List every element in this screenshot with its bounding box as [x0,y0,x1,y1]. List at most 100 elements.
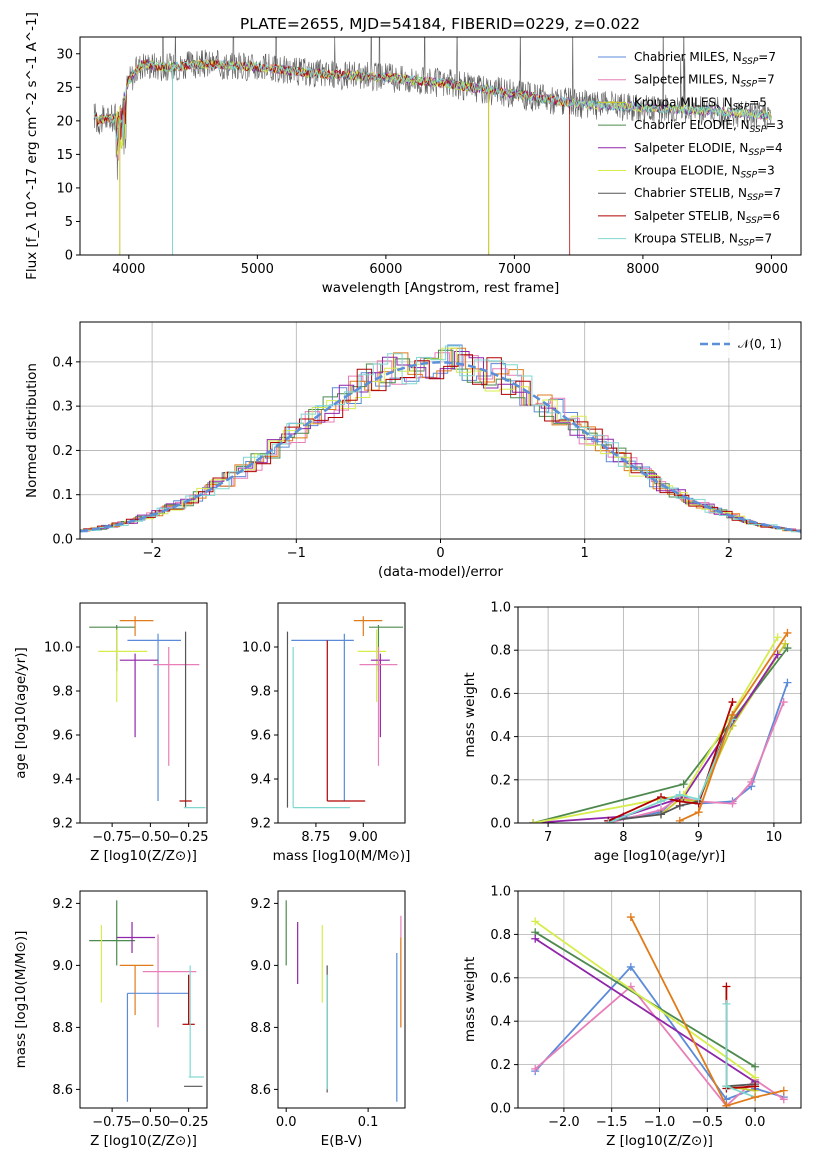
histogram-step [84,345,801,533]
y-tick-label: 9.8 [250,685,271,700]
weight-marker [604,819,613,823]
y-tick-label: 1.0 [490,885,511,900]
y-tick-label: 8.6 [52,1083,73,1098]
x-tick-label: −2.0 [548,1115,580,1130]
weight-marker [657,797,666,806]
legend-label-tail: =5 [749,95,767,109]
legend-label-main: Salpeter MILES, N [634,73,741,87]
legend-label-tail: =4 [765,141,783,155]
y-tick-label: 0 [65,249,73,264]
x-tick-label: −2 [143,546,162,561]
y-tick-label: 10 [56,181,73,196]
legend-label-sub: SSP [748,148,765,158]
weight-marker [531,917,540,926]
legend-label-sub: SSP [733,102,750,112]
weight-marker [751,1093,760,1102]
legend-label-main: Salpeter STELIB, N [634,209,746,223]
y-tick-label: 0.2 [490,773,511,788]
panel-age-vs-mass: 8.75 9.00 9.2 9.4 9.6 9.8 10.0 mass [log10(M/M⊙… [242,602,411,864]
x-tick-label: −1.5 [596,1115,628,1130]
y-tick-label: 9.2 [250,817,271,832]
legend-label: Kroupa STELIB, NSSP=7 [634,232,772,249]
weight-marker [679,780,688,789]
y-tick-label: 0.4 [52,355,73,370]
legend-label: 𝒩(0, 1) [738,337,782,351]
y-tick-label: 30 [56,47,73,62]
x-tick-label: 2 [725,546,733,561]
y-tick-label: 10.0 [44,641,73,656]
weight-marker [728,799,737,808]
x-tick-label: 7 [544,830,552,845]
y-tick-label: 1.0 [490,601,511,616]
y-tick-label: 25 [56,81,73,96]
weight-marker [747,777,756,786]
weight-marker [783,628,792,637]
legend-label-tail: =7 [754,232,772,246]
spectrum-line [93,58,772,140]
weight-marker [773,650,782,659]
legend-label-tail: =3 [757,164,775,178]
legend-label-tail: =6 [762,209,780,223]
y-tick-label: 9.8 [52,685,73,700]
legend-label-tail: =7 [764,186,782,200]
weight-marker [773,633,782,642]
x-tick-label: 8.75 [301,830,330,845]
y-tick-label: 5 [65,215,73,230]
y-tick-label: 9.2 [52,897,73,912]
weight-marker [675,816,684,823]
legend-label-sub: SSP [738,239,755,249]
spectrum-line [93,58,571,255]
x-tick-label: −0.5 [692,1115,724,1130]
y-tick-label: 0.0 [490,1102,511,1117]
legend-label-main: Kroupa STELIB, N [634,232,738,246]
weight-marker [751,1062,760,1071]
y-tick-label: 9.2 [250,897,271,912]
spectrum-line [93,37,772,180]
axes-frame [79,36,802,256]
x-tick-label: 8 [619,830,627,845]
panel-spectrum: 4000 5000 6000 7000 8000 9000 0 5 10 15 20 25 30 wave… [24,12,802,296]
weight-marker [531,934,540,943]
x-tick-label: −0.50 [130,1115,170,1130]
axes-frame [277,602,406,824]
x-tick-label: 0.0 [276,1115,297,1130]
plot-area [89,900,204,1102]
plot-area [93,37,772,255]
weight-marker [694,808,703,817]
x-axis-label: Z [log10(Z/Z⊙)] [606,1133,713,1149]
x-tick-label: 0.0 [745,1115,766,1130]
y-tick-label: 0.8 [490,644,511,659]
panel-age-vs-Z: −0.75−0.50−0.25 9.2 9.4 9.6 9.8 10.0 Z [log10(… [13,602,209,864]
weight-marker [657,810,666,819]
plot-area [529,628,792,823]
weight-marker [728,711,737,719]
weight-marker [626,913,635,922]
y-tick-label: 9.0 [52,959,73,974]
plot-area [285,900,402,1102]
y-axis-label: mass [log10(M/M⊙)] [13,931,29,1069]
legend-label: Salpeter MILES, NSSP=7 [634,73,775,90]
x-axis-label: mass [log10(M/M⊙)] [273,848,411,864]
x-tick-label: 9.00 [349,830,378,845]
panel-residuals: −2 −1 0 1 2 0.0 0.1 0.2 0.3 0.4 (data-model)/error… [24,321,802,580]
weight-marker [783,678,792,687]
weight-marker [626,962,635,971]
y-tick-label: 10.0 [242,641,271,656]
legend-label-sub: SSP [741,171,758,181]
y-axis-label: Flux [f_λ 10^-17 erg cm^-2 s^-1 A^-1] [24,12,40,280]
x-tick-label: 7000 [498,262,531,277]
plot-area [80,344,801,534]
weight-marker [783,644,792,653]
weight-marker [779,1086,788,1095]
x-tick-label: −0.75 [92,830,132,845]
legend-label: Chabrier STELIB, NSSP=7 [634,186,781,203]
x-axis-label: age [log10(age/yr)] [594,848,726,864]
x-axis-label: (data-model)/error [378,564,504,580]
y-tick-label: 9.4 [52,773,73,788]
legend-label: Kroupa ELODIE, NSSP=3 [634,164,775,181]
y-tick-label: 15 [56,148,73,163]
legend-label: Chabrier MILES, NSSP=7 [634,50,776,67]
x-tick-label: −0.50 [130,830,170,845]
plot-area [531,913,788,1108]
